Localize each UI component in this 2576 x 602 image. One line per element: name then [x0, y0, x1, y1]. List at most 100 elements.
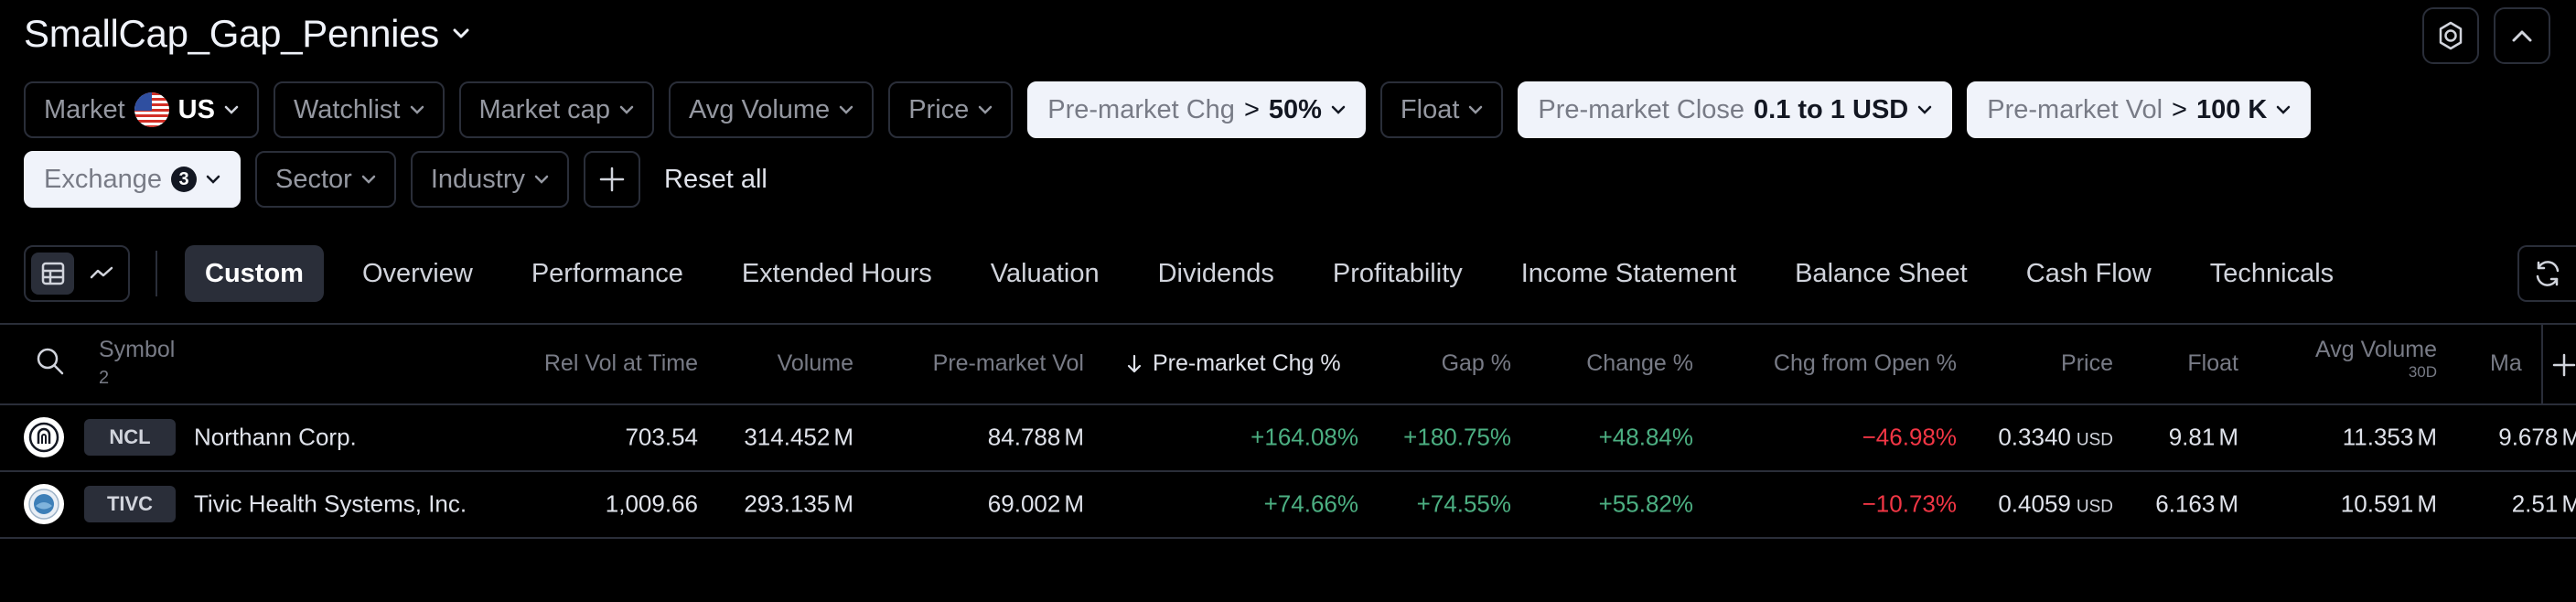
cell-price: 0.4059 USD: [1998, 490, 2113, 519]
col-volume[interactable]: Volume: [777, 350, 853, 376]
tab-valuation[interactable]: Valuation: [990, 258, 1100, 288]
cell-unit: M: [833, 489, 853, 518]
filter-exchange[interactable]: Exchange 3: [24, 151, 241, 208]
chevron-down-icon: [1917, 105, 1932, 114]
filter-count-badge: 3: [171, 167, 197, 192]
chevron-down-icon: [534, 175, 549, 184]
cell-unit: M: [2417, 489, 2437, 518]
plus-icon: [598, 166, 626, 193]
col-market-cap[interactable]: Ma: [2490, 350, 2522, 376]
cell-value: 293.135: [744, 489, 831, 518]
us-flag-icon: [134, 92, 169, 127]
cell-market-cap: 2.51 M: [2512, 490, 2576, 519]
filter-label: Price: [908, 94, 970, 124]
cell-value: 10.591: [2340, 489, 2414, 518]
table-view-button[interactable]: [31, 253, 74, 295]
col-float[interactable]: Float: [2187, 350, 2238, 376]
tab-technicals[interactable]: Technicals: [2209, 258, 2334, 288]
filter-row-2: Exchange 3 Sector Industry Reset all: [24, 151, 767, 208]
filter-market-cap[interactable]: Market cap: [458, 81, 654, 138]
tab-profitability[interactable]: Profitability: [1332, 258, 1463, 288]
filter-label: Avg Volume: [688, 94, 831, 124]
filter-premarket-chg[interactable]: Pre-market Chg > 50%: [1027, 81, 1366, 138]
add-column-plus-icon[interactable]: [2552, 353, 2576, 377]
filter-label: Market: [44, 94, 125, 124]
col-avg-volume[interactable]: Avg Volume 30D: [2315, 337, 2437, 382]
screen-title-dropdown[interactable]: SmallCap_Gap_Pennies: [24, 9, 470, 59]
cell-unit: M: [2417, 423, 2437, 451]
cell-volume: 293.135 M: [744, 490, 853, 519]
cell-value: 314.452: [744, 423, 831, 451]
col-symbol[interactable]: Symbol: [99, 337, 175, 363]
cell-value: 84.788: [987, 423, 1061, 451]
screen-title: SmallCap_Gap_Pennies: [24, 12, 439, 55]
divider: [156, 251, 157, 296]
cell-gap: +74.55%: [1416, 489, 1511, 518]
tab-extended-hours[interactable]: Extended Hours: [741, 258, 932, 288]
filter-label: Sector: [275, 164, 352, 194]
filter-market[interactable]: Market US: [24, 81, 259, 138]
refresh-button[interactable]: [2517, 245, 2576, 302]
col-chg-from-open[interactable]: Chg from Open %: [1773, 350, 1957, 376]
reset-all-button[interactable]: Reset all: [664, 164, 767, 194]
search-icon[interactable]: [35, 346, 66, 377]
chevron-down-icon: [206, 175, 220, 184]
chevron-down-icon: [224, 105, 239, 114]
cell-value: 0.3340: [1998, 423, 2071, 451]
table-header-border: [0, 403, 2576, 405]
cell-price: 0.3340 USD: [1998, 424, 2113, 452]
col-price[interactable]: Price: [2061, 350, 2113, 376]
filter-price[interactable]: Price: [888, 81, 1014, 138]
tab-performance[interactable]: Performance: [531, 258, 683, 288]
col-premarket-chg[interactable]: Pre-market Chg %: [1127, 350, 1341, 377]
cell-rel-vol: 703.54: [625, 423, 698, 451]
filter-sector[interactable]: Sector: [255, 151, 396, 208]
tab-dividends[interactable]: Dividends: [1157, 258, 1274, 288]
filter-industry[interactable]: Industry: [410, 151, 569, 208]
table-row[interactable]: TIVC Tivic Health Systems, Inc. 1,009.66…: [0, 471, 2576, 537]
filter-operator: >: [1243, 94, 1260, 124]
filter-premarket-vol[interactable]: Pre-market Vol > 100 K: [1967, 81, 2312, 138]
settings-button[interactable]: [2422, 7, 2479, 64]
tab-income-statement[interactable]: Income Statement: [1520, 258, 1737, 288]
line-chart-icon: [89, 261, 114, 286]
filter-float[interactable]: Float: [1379, 81, 1504, 138]
view-toggle: [24, 245, 130, 302]
add-filter-button[interactable]: [584, 151, 640, 208]
filter-row-1: Market US Watchlist Market cap Avg Volum…: [24, 81, 2312, 138]
cell-avg-volume: 11.353 M: [2343, 424, 2437, 452]
chevron-down-icon: [978, 105, 993, 114]
filter-value: 100 K: [2195, 94, 2268, 124]
filter-avg-volume[interactable]: Avg Volume: [668, 81, 875, 138]
col-gap[interactable]: Gap %: [1441, 350, 1511, 376]
cell-value: 11.353: [2342, 423, 2414, 451]
tab-overview[interactable]: Overview: [361, 258, 473, 288]
collapse-button[interactable]: [2494, 7, 2550, 64]
cell-premarket-chg: +74.66%: [1263, 489, 1358, 518]
filter-label: Market cap: [478, 94, 610, 124]
filter-watchlist[interactable]: Watchlist: [273, 81, 445, 138]
col-rel-vol[interactable]: Rel Vol at Time: [543, 350, 698, 376]
ticker-badge[interactable]: NCL: [84, 419, 176, 456]
northann-logo-icon: [24, 417, 64, 457]
chevron-down-icon: [2276, 105, 2291, 114]
tab-cash-flow[interactable]: Cash Flow: [2025, 258, 2152, 288]
col-premarket-vol[interactable]: Pre-market Vol: [932, 350, 1084, 376]
symbol-count: 2: [99, 368, 110, 388]
tab-balance-sheet[interactable]: Balance Sheet: [1795, 258, 1968, 288]
gear-icon: [2435, 20, 2466, 51]
company-name[interactable]: Northann Corp.: [194, 423, 357, 451]
row-divider: [0, 470, 2576, 472]
chart-view-button[interactable]: [80, 253, 123, 295]
table-row[interactable]: NCL Northann Corp. 703.54 314.452 M 84.78…: [0, 404, 2576, 470]
cell-currency: USD: [2076, 430, 2113, 450]
tab-custom[interactable]: Custom: [185, 245, 324, 302]
cell-chg-from-open: −46.98%: [1862, 423, 1957, 451]
col-change[interactable]: Change %: [1586, 350, 1693, 376]
cell-currency: USD: [2076, 497, 2113, 517]
ticker-badge[interactable]: TIVC: [84, 486, 176, 522]
company-name[interactable]: Tivic Health Systems, Inc.: [194, 489, 467, 518]
chevron-down-icon: [452, 27, 470, 40]
filter-premarket-close[interactable]: Pre-market Close 0.1 to 1 USD: [1518, 81, 1953, 138]
table-top-border: [0, 323, 2576, 325]
